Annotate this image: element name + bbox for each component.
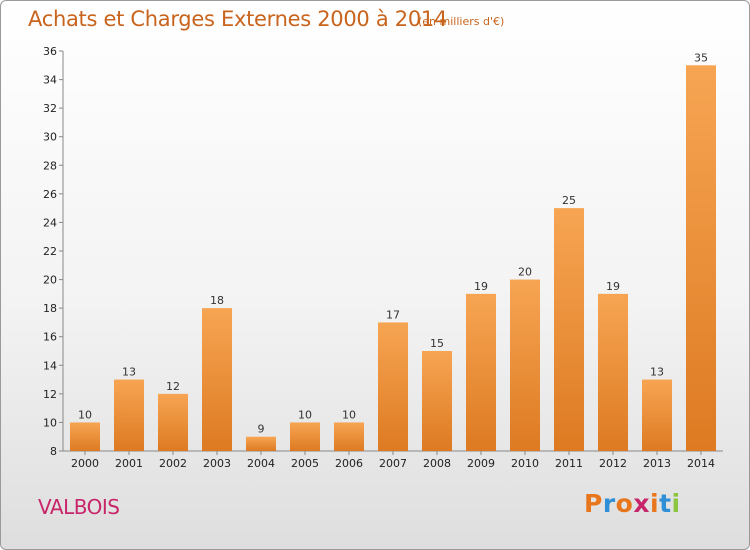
y-tick-label: 16	[43, 331, 57, 344]
bar	[114, 379, 144, 451]
y-tick-label: 26	[43, 188, 57, 201]
y-tick-label: 10	[43, 416, 57, 429]
data-label: 18	[210, 294, 224, 307]
x-tick-label: 2000	[71, 457, 99, 470]
data-label: 13	[650, 366, 664, 379]
data-label: 35	[694, 51, 708, 64]
y-tick-label: 20	[43, 274, 57, 287]
x-tick-label: 2005	[291, 457, 319, 470]
data-label: 10	[342, 408, 356, 421]
x-tick-label: 2001	[115, 457, 143, 470]
y-tick-label: 24	[43, 216, 57, 229]
bar	[510, 279, 540, 451]
data-label: 17	[386, 308, 400, 321]
x-tick-label: 2007	[379, 457, 407, 470]
x-tick-label: 2014	[687, 457, 715, 470]
y-tick-label: 30	[43, 131, 57, 144]
bar	[70, 422, 100, 451]
logo-letter: o	[615, 489, 634, 518]
bar	[246, 436, 276, 451]
data-label: 15	[430, 337, 444, 350]
x-tick-label: 2010	[511, 457, 539, 470]
data-label: 20	[518, 266, 532, 279]
bar	[466, 293, 496, 451]
bar	[422, 351, 452, 451]
bar	[290, 422, 320, 451]
x-tick-label: 2003	[203, 457, 231, 470]
bar	[686, 65, 716, 452]
bar	[554, 208, 584, 451]
x-tick-label: 2008	[423, 457, 451, 470]
logo-letter: t	[659, 489, 672, 518]
y-tick-label: 18	[43, 302, 57, 315]
data-label: 10	[298, 408, 312, 421]
y-tick-label: 14	[43, 359, 57, 372]
bar	[598, 293, 628, 451]
y-tick-label: 32	[43, 102, 57, 115]
data-label: 10	[78, 408, 92, 421]
x-tick-label: 2011	[555, 457, 583, 470]
logo-letter: i	[671, 489, 681, 518]
x-tick-label: 2009	[467, 457, 495, 470]
data-label: 19	[606, 280, 620, 293]
bar	[202, 308, 232, 451]
place-name: VALBOIS	[38, 495, 120, 519]
y-tick-label: 8	[50, 445, 57, 458]
bar	[158, 393, 188, 451]
logo-letter: x	[633, 489, 650, 518]
bar	[334, 422, 364, 451]
x-tick-label: 2006	[335, 457, 363, 470]
data-label: 19	[474, 280, 488, 293]
logo-letter: P	[584, 489, 603, 518]
x-tick-label: 2004	[247, 457, 275, 470]
bar	[642, 379, 672, 451]
logo-letter: i	[650, 489, 660, 518]
y-tick-label: 36	[43, 45, 57, 58]
data-label: 13	[122, 366, 136, 379]
bar	[378, 322, 408, 451]
x-tick-label: 2002	[159, 457, 187, 470]
y-tick-label: 34	[43, 74, 57, 87]
y-tick-label: 28	[43, 159, 57, 172]
chart-title: Achats et Charges Externes 2000 à 2014	[28, 7, 448, 31]
data-label: 12	[166, 380, 180, 393]
y-tick-label: 22	[43, 245, 57, 258]
x-tick-label: 2012	[599, 457, 627, 470]
proxiti-logo: Proxiti	[584, 489, 681, 518]
y-tick-label: 12	[43, 388, 57, 401]
data-label: 25	[562, 194, 576, 207]
chart-unit: (en milliers d'€)	[418, 15, 505, 28]
x-tick-label: 2013	[643, 457, 671, 470]
data-label: 9	[258, 423, 265, 436]
logo-letter: r	[602, 489, 616, 518]
